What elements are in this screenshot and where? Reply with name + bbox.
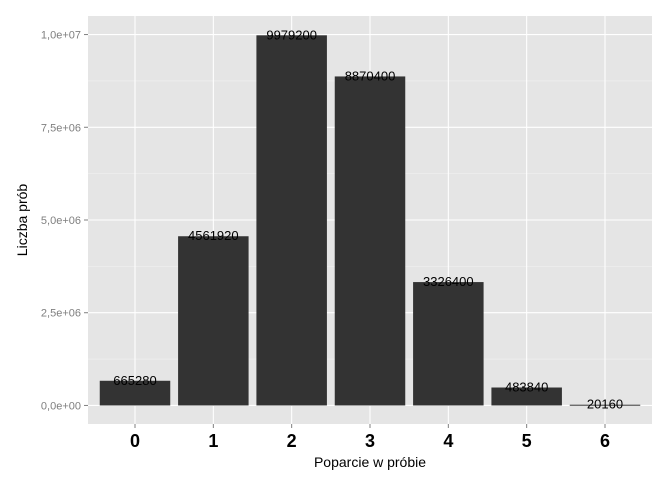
bar [178,236,249,406]
bar [334,76,406,406]
bar [256,35,327,406]
bar [413,282,484,406]
y-axis-ticks: 0,0e+00 2,5e+06 5,0e+06 7,5e+06 1,0e+07 [41,30,88,412]
data-label: 4561920 [188,228,239,243]
bar [491,387,562,406]
y-tick-label: 1,0e+07 [41,30,81,42]
x-tick-label: 6 [600,431,610,451]
x-axis-title: Poparcie w próbie [314,454,426,470]
x-tick-label: 4 [443,431,453,451]
x-tick-label: 5 [522,431,532,451]
x-tick-label: 2 [287,431,297,451]
data-labels-group: 665280 4561920 9979200 8870400 3326400 483840… [113,27,623,411]
y-tick-label: 7,5e+06 [41,122,81,134]
data-label: 20160 [587,397,623,412]
data-label: 3326400 [423,274,474,289]
x-tick-label: 0 [130,431,140,451]
y-tick-label: 0,0e+00 [41,400,81,412]
x-tick-label: 3 [365,431,375,451]
data-label: 483840 [505,380,548,395]
bar [569,404,641,406]
data-label: 8870400 [345,68,396,83]
x-tick-label: 1 [208,431,218,451]
y-axis-title: Liczba prób [14,184,30,257]
y-tick-label: 5,0e+06 [41,215,81,227]
bars-group [99,35,641,406]
bar [99,380,171,406]
x-axis-ticks: 0 1 2 3 4 5 6 [130,424,610,451]
data-label: 9979200 [266,27,317,42]
data-label: 665280 [113,373,156,388]
y-tick-label: 2,5e+06 [41,308,81,320]
